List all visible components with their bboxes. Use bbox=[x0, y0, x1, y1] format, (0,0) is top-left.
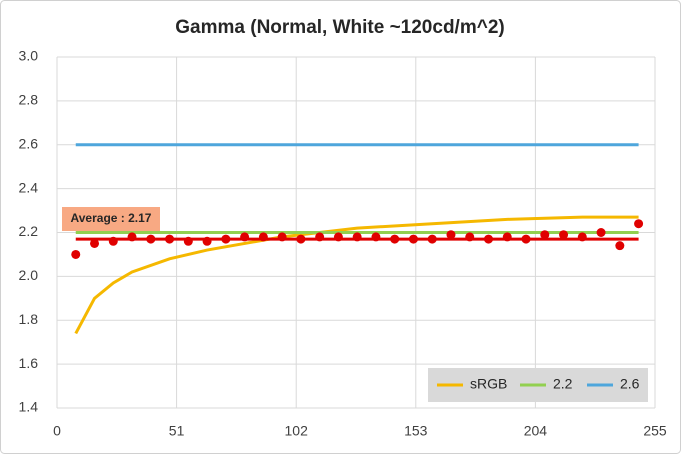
data-point bbox=[483, 234, 493, 244]
x-tick-label: 102 bbox=[285, 423, 309, 439]
data-point bbox=[258, 232, 268, 242]
y-tick-label: 2.6 bbox=[19, 135, 39, 151]
data-point bbox=[221, 234, 231, 244]
data-point bbox=[240, 232, 250, 242]
data-point bbox=[615, 241, 625, 251]
data-point bbox=[446, 230, 456, 240]
data-point bbox=[333, 232, 343, 242]
x-tick-label: 51 bbox=[169, 423, 185, 439]
data-point bbox=[127, 232, 137, 242]
data-point bbox=[596, 228, 606, 237]
x-tick-label: 153 bbox=[404, 423, 428, 439]
data-point bbox=[277, 232, 287, 242]
data-point bbox=[540, 230, 550, 240]
data-point bbox=[315, 232, 325, 242]
y-tick-label: 1.6 bbox=[19, 355, 39, 371]
data-point bbox=[71, 249, 81, 259]
data-point bbox=[108, 236, 118, 246]
y-tick-label: 3.0 bbox=[19, 48, 39, 64]
data-point bbox=[202, 236, 212, 246]
data-point bbox=[352, 232, 362, 242]
data-point bbox=[90, 238, 100, 248]
data-point bbox=[183, 236, 193, 246]
data-point bbox=[296, 234, 306, 244]
data-point bbox=[559, 230, 569, 240]
y-tick-label: 2.4 bbox=[19, 179, 39, 195]
y-tick-label: 1.8 bbox=[19, 311, 39, 327]
series-line bbox=[74, 215, 639, 335]
data-point bbox=[371, 232, 381, 242]
x-tick-label: 255 bbox=[643, 423, 667, 439]
data-point bbox=[521, 234, 531, 244]
average-label: Average : 2.17 bbox=[71, 211, 152, 225]
legend-label: sRGB bbox=[470, 376, 507, 392]
data-point bbox=[427, 234, 437, 244]
data-point bbox=[165, 234, 175, 244]
data-point bbox=[465, 232, 475, 242]
data-point bbox=[634, 219, 644, 229]
chart-title: Gamma (Normal, White ~120cd/m^2) bbox=[175, 17, 504, 38]
data-point bbox=[390, 234, 400, 244]
y-tick-label: 2.8 bbox=[19, 92, 39, 108]
y-tick-label: 2.2 bbox=[19, 223, 39, 239]
legend-label: 2.2 bbox=[553, 376, 573, 392]
y-tick-label: 2.0 bbox=[19, 267, 39, 283]
y-tick-label: 1.4 bbox=[19, 399, 39, 415]
data-point bbox=[577, 232, 587, 242]
data-point bbox=[146, 234, 156, 244]
x-tick-label: 0 bbox=[53, 423, 61, 439]
data-point bbox=[408, 234, 418, 244]
data-point bbox=[502, 232, 512, 242]
average-box bbox=[62, 207, 160, 231]
x-tick-label: 204 bbox=[524, 423, 548, 439]
legend-label: 2.6 bbox=[620, 376, 640, 392]
